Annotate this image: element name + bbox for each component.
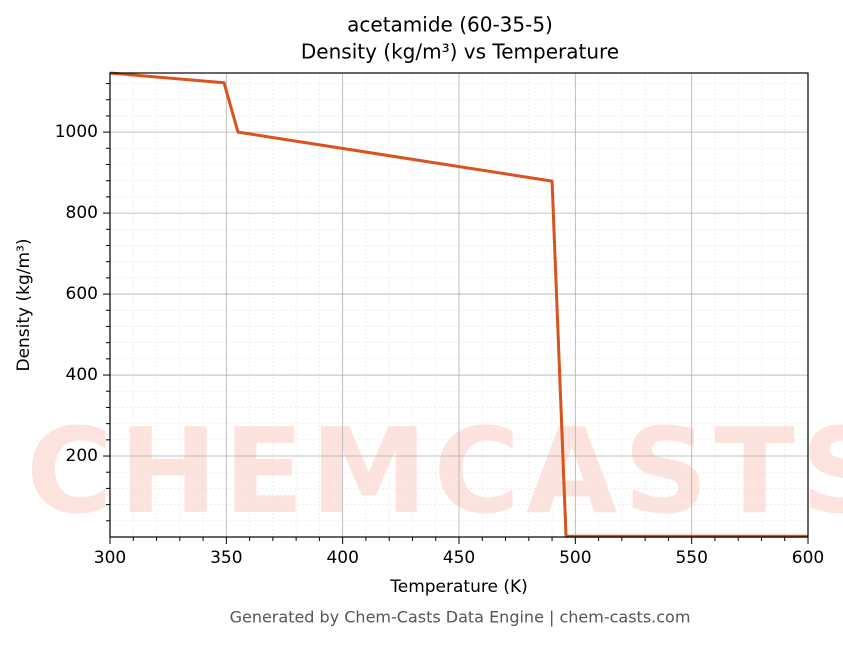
x-tick-label: 550 [675, 548, 707, 568]
x-tick-label: 600 [792, 548, 824, 568]
y-tick-label: 1000 [55, 122, 98, 142]
x-tick-label: 400 [326, 548, 358, 568]
x-tick-label: 350 [210, 548, 242, 568]
y-tick-label: 800 [66, 203, 98, 223]
y-tick-label: 200 [66, 446, 98, 466]
watermark: CHEMCASTS [26, 402, 843, 540]
x-tick-label: 450 [443, 548, 475, 568]
x-tick-label: 300 [94, 548, 126, 568]
footer: Generated by Chem-Casts Data Engine | ch… [230, 608, 691, 627]
chart-subtitle: Density (kg/m³) vs Temperature [301, 40, 619, 64]
y-tick-label: 600 [66, 284, 98, 304]
y-axis-label: Density (kg/m³) [14, 238, 34, 371]
y-tick-label: 400 [66, 365, 98, 385]
plot-frame [109, 72, 809, 538]
chart-title: acetamide (60-35-5) [347, 13, 553, 37]
data-line [109, 71, 808, 538]
x-tick-label: 500 [559, 548, 591, 568]
x-axis-label: Temperature (K) [389, 577, 528, 597]
